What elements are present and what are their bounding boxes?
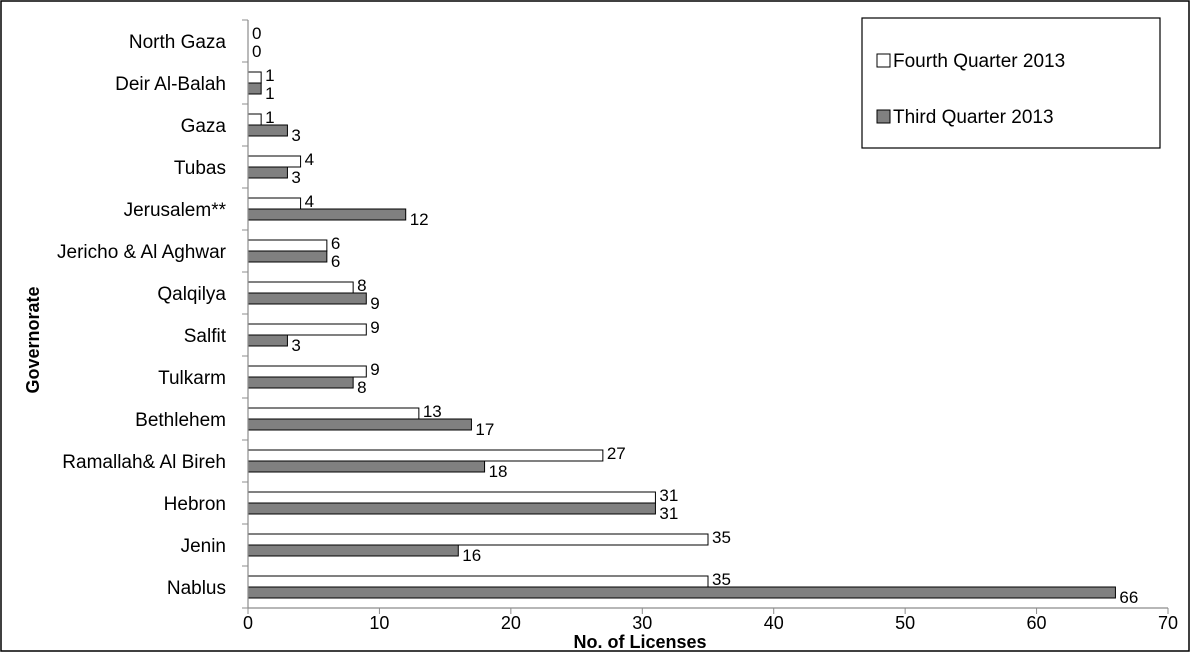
bar-fourth-quarter-hebron [247,491,656,504]
bar-fourth-quarter-jericho-al-aghwar [247,239,328,252]
y-axis-title: Governorate [23,286,43,393]
bar-fourth-quarter-tulkarm [247,365,367,378]
bar-fourth-quarter-gaza [247,113,262,126]
x-tick-label-0: 0 [243,613,253,633]
bar-third-quarter-tulkarm [247,376,354,389]
bar-fourth-quarter-jerusalem [247,197,302,210]
data-label-third-quarter-north-gaza: 0 [252,42,261,61]
bar-fourth-quarter-tubas [247,155,302,168]
data-label-third-quarter-nablus: 66 [1119,588,1138,607]
category-label-jenin: Jenin [181,536,226,557]
data-label-third-quarter-jericho-al-aghwar: 6 [331,252,340,271]
bar-fourth-quarter-bethlehem [247,407,420,420]
legend-item-third-quarter: Third Quarter 2013 [876,107,1054,128]
category-label-tubas: Tubas [174,158,226,179]
data-label-third-quarter-qalqilya: 9 [370,294,379,313]
x-tick-label-30: 30 [632,613,652,633]
data-label-third-quarter-hebron: 31 [659,504,678,523]
data-label-third-quarter-bethlehem: 17 [475,420,494,439]
bar-third-quarter-qalqilya [247,292,367,305]
bar-fourth-quarter-jenin [247,533,709,546]
bar-third-quarter-hebron [247,502,656,515]
data-label-fourth-quarter-bethlehem: 13 [423,402,442,421]
data-label-third-quarter-salfit: 3 [291,336,300,355]
axes-group [242,19,1169,614]
legend-swatch-fourth-quarter [876,53,891,68]
x-tick-label-20: 20 [501,613,521,633]
bar-third-quarter-nablus [247,586,1116,599]
category-label-salfit: Salfit [184,326,227,347]
data-label-fourth-quarter-qalqilya: 8 [357,276,366,295]
data-label-fourth-quarter-jericho-al-aghwar: 6 [331,234,340,253]
data-label-fourth-quarter-nablus: 35 [712,570,731,589]
category-label-tulkarm: Tulkarm [158,368,226,389]
legend-item-fourth-quarter: Fourth Quarter 2013 [876,51,1065,72]
x-axis-title: No. of Licenses [573,632,706,652]
data-label-fourth-quarter-tulkarm: 9 [370,360,379,379]
bar-third-quarter-jericho-al-aghwar [247,250,328,263]
x-tick-label-70: 70 [1158,613,1178,633]
bar-fourth-quarter-qalqilya [247,281,354,294]
category-label-deir-al-balah: Deir Al-Balah [115,74,226,95]
data-label-fourth-quarter-gaza: 1 [265,108,274,127]
category-label-jericho-al-aghwar: Jericho & Al Aghwar [57,242,227,263]
data-label-fourth-quarter-jerusalem: 4 [305,192,314,211]
data-label-third-quarter-ramallah-al-bireh: 18 [489,462,508,481]
data-label-third-quarter-jerusalem: 12 [410,210,429,229]
bar-third-quarter-salfit [247,334,288,347]
data-label-fourth-quarter-north-gaza: 0 [252,24,261,43]
legend-label-fourth-quarter: Fourth Quarter 2013 [893,51,1065,72]
data-label-fourth-quarter-salfit: 9 [370,318,379,337]
bar-third-quarter-jerusalem [247,208,407,221]
data-label-fourth-quarter-hebron: 31 [659,486,678,505]
x-tick-label-40: 40 [764,613,784,633]
category-labels-group: Nablus Jenin Hebron Ramallah& Al Bireh Bethl… [57,32,227,599]
category-label-ramallah-al-bireh: Ramallah& Al Bireh [62,452,226,473]
bar-third-quarter-deir-al-balah [247,82,262,95]
category-label-hebron: Hebron [164,494,226,515]
data-label-fourth-quarter-deir-al-balah: 1 [265,66,274,85]
x-tick-label-10: 10 [369,613,389,633]
legend: Fourth Quarter 2013 Third Quarter 2013 [861,17,1161,149]
category-label-bethlehem: Bethlehem [135,410,226,431]
category-label-qalqilya: Qalqilya [157,284,226,305]
data-label-third-quarter-gaza: 3 [291,126,300,145]
bar-fourth-quarter-nablus [247,575,709,588]
category-label-nablus: Nablus [167,578,226,599]
x-tick-label-60: 60 [1027,613,1047,633]
category-label-north-gaza: North Gaza [129,32,227,53]
tick-labels-group: 0 10 20 30 40 50 60 70 [243,613,1178,633]
bars-group [247,71,1116,599]
data-label-third-quarter-jenin: 16 [462,546,481,565]
bar-fourth-quarter-deir-al-balah [247,71,262,84]
bar-third-quarter-ramallah-al-bireh [247,460,486,473]
data-label-fourth-quarter-tubas: 4 [305,150,314,169]
data-label-third-quarter-tubas: 3 [291,168,300,187]
data-label-fourth-quarter-jenin: 35 [712,528,731,547]
bar-fourth-quarter-salfit [247,323,367,336]
legend-box [861,17,1161,149]
x-tick-label-50: 50 [895,613,915,633]
category-label-jerusalem: Jerusalem** [124,200,227,221]
legend-swatch-third-quarter [876,109,891,124]
data-label-fourth-quarter-ramallah-al-bireh: 27 [607,444,626,463]
bar-third-quarter-jenin [247,544,459,557]
bar-fourth-quarter-ramallah-al-bireh [247,449,604,462]
category-label-gaza: Gaza [181,116,227,137]
data-label-third-quarter-deir-al-balah: 1 [265,84,274,103]
data-label-third-quarter-tulkarm: 8 [357,378,366,397]
bar-third-quarter-tubas [247,166,288,179]
legend-label-third-quarter: Third Quarter 2013 [893,107,1054,128]
